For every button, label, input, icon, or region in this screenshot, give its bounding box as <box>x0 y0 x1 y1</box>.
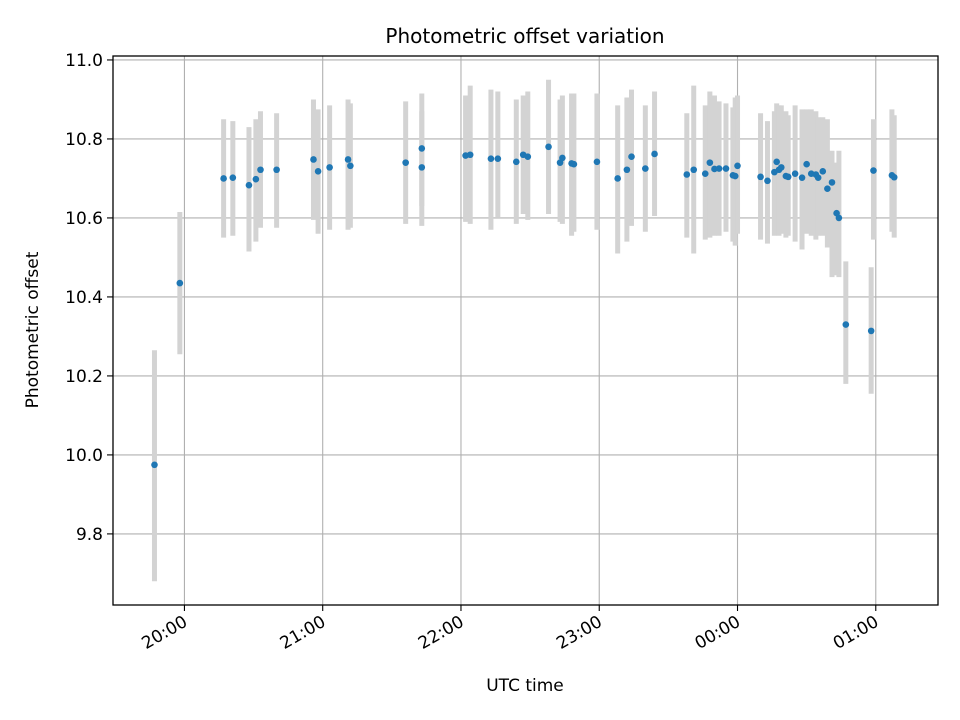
x-axis-title: UTC time <box>486 676 564 696</box>
data-point <box>722 165 730 172</box>
data-point <box>803 160 810 168</box>
data-point <box>835 214 843 222</box>
data-point <box>706 159 714 166</box>
data-point <box>418 164 426 171</box>
data-point <box>824 185 831 193</box>
data-point <box>252 175 260 183</box>
plot-frame <box>112 55 939 606</box>
data-point <box>814 174 822 181</box>
data-point <box>842 321 850 328</box>
data-point <box>791 170 799 177</box>
data-point <box>229 174 237 181</box>
data-point <box>777 164 785 171</box>
y-tick-label: 9.8 <box>76 525 103 545</box>
data-points <box>151 143 898 469</box>
y-tick-label: 10.4 <box>65 288 103 308</box>
data-point <box>151 461 158 469</box>
data-point <box>798 174 806 181</box>
data-point <box>757 173 764 181</box>
y-tick-label: 10.6 <box>65 209 103 229</box>
y-tick-label: 10.0 <box>65 446 103 466</box>
y-axis-title: Photometric offset <box>23 251 43 408</box>
data-point <box>347 162 354 170</box>
data-point <box>870 167 877 174</box>
data-point <box>690 166 698 174</box>
data-point <box>176 279 184 287</box>
data-point <box>623 166 631 174</box>
data-point <box>487 155 495 162</box>
data-point <box>819 168 827 175</box>
data-point <box>715 165 723 172</box>
data-point <box>524 153 532 161</box>
data-point <box>867 327 875 335</box>
data-point <box>764 177 771 185</box>
chart-title: Photometric offset variation <box>385 24 664 48</box>
data-point <box>344 156 352 163</box>
data-point <box>784 173 792 181</box>
data-point <box>559 154 566 162</box>
y-tick-label: 10.8 <box>65 130 103 150</box>
data-point <box>466 151 474 159</box>
data-point <box>418 145 426 152</box>
data-point <box>273 166 280 174</box>
data-point <box>734 162 741 170</box>
data-point <box>614 175 621 182</box>
data-point <box>890 173 898 181</box>
y-tick-label: 10.2 <box>65 367 103 387</box>
data-point <box>828 179 836 186</box>
data-point <box>545 143 552 151</box>
data-point <box>628 153 635 161</box>
data-point <box>683 171 691 178</box>
data-point <box>570 160 578 168</box>
data-point <box>593 158 601 166</box>
data-point <box>773 158 780 166</box>
data-point <box>494 155 502 162</box>
data-point <box>245 181 253 189</box>
data-point <box>642 165 649 172</box>
data-point <box>402 159 409 166</box>
data-point <box>651 150 658 158</box>
data-point <box>326 164 333 171</box>
y-tick-label: 11.0 <box>65 51 103 71</box>
data-point <box>310 156 317 163</box>
data-point <box>314 168 322 175</box>
data-point <box>512 158 520 166</box>
data-point <box>257 166 264 174</box>
data-point <box>701 170 709 177</box>
data-point <box>731 172 739 180</box>
data-point <box>220 175 227 182</box>
